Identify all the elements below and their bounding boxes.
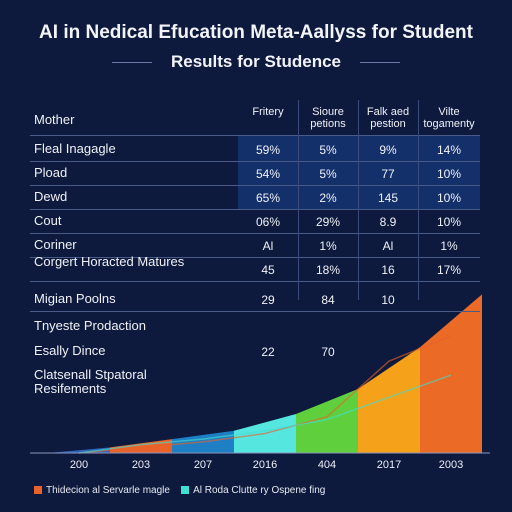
table-cell-5-3: 17% <box>436 263 462 277</box>
table-row-rule-4 <box>30 257 480 258</box>
table-cell-2-0: 65% <box>255 191 281 205</box>
table-cell-0-0: 59% <box>255 143 281 157</box>
table-row-label-1: Pload <box>34 165 68 180</box>
x-tick-label-1: 203 <box>132 459 150 471</box>
table-cell-4-1: 1% <box>319 239 337 253</box>
table-row-label-2: Dewd <box>34 189 68 204</box>
table-cell-1-0: 54% <box>255 167 281 181</box>
chart-series-line-0 <box>78 335 452 454</box>
table-row-rule-2 <box>30 209 480 210</box>
table-cell-4-0: Al <box>262 239 274 253</box>
x-tick-label-3: 2016 <box>253 459 277 471</box>
table-header-0: Mother <box>34 112 75 127</box>
x-tick-label-2: 207 <box>194 459 212 471</box>
chart-band-4 <box>296 388 358 453</box>
table-row-label-5: Corgert Horacted Matures <box>34 254 185 269</box>
table-header-1: Fritery <box>252 106 284 118</box>
legend-label-1: Al Roda Clutte ry Ospene fing <box>193 485 326 496</box>
table-row-rule-5 <box>30 281 480 282</box>
chart-legend: Thidecion al Servarle magle Al Roda Clut… <box>34 485 325 496</box>
table-row-label-4: Coriner <box>34 237 77 252</box>
table-row-label-3: Cout <box>34 213 62 228</box>
table-row-label-0: Fleal Inagagle <box>34 141 116 156</box>
table-cell-0-1: 5% <box>319 143 337 157</box>
table-highlight <box>238 135 480 209</box>
table-col-rule-1 <box>358 100 359 300</box>
table-cell-6-2: 10 <box>381 293 395 307</box>
table-cell-1-1: 5% <box>319 167 337 181</box>
table-row-label-8: Esally Dince <box>34 343 106 358</box>
table-cell-3-0: 06% <box>255 215 281 229</box>
table-cell-1-3: 10% <box>436 167 462 181</box>
legend-label-0: Thidecion al Servarle magle <box>46 485 170 496</box>
table-cell-5-0: 45 <box>261 263 275 277</box>
table-cell-3-1: 29% <box>315 215 341 229</box>
table-header-2: Sioure petions <box>310 106 346 130</box>
table-cell-6-1: 84 <box>321 293 335 307</box>
legend-swatch-0 <box>34 486 42 495</box>
table-cell-0-3: 14% <box>436 143 462 157</box>
table-row-rule-1 <box>30 185 480 186</box>
table-cell-8-0: 22 <box>261 345 275 359</box>
chart-band-5 <box>358 347 420 453</box>
table-row-label-9: Clatsenall Stpatoral Resifements <box>34 367 147 396</box>
x-tick-label-5: 2017 <box>377 459 401 471</box>
table-row-rule-0 <box>30 161 480 162</box>
chart-title-line1: AI in Nedical Efucation Meta-Aallyss for… <box>39 22 473 43</box>
table-col-rule-2 <box>418 100 419 300</box>
title-rule-right <box>360 62 400 63</box>
table-col-rule-0 <box>298 100 299 300</box>
table-cell-3-2: 8.9 <box>379 215 397 229</box>
table-cell-4-2: Al <box>382 239 394 253</box>
chart-title-line2: Results for Studence <box>170 52 342 71</box>
chart-series-line-1 <box>78 374 452 454</box>
table-row-rule-3 <box>30 233 480 234</box>
table-row-label-7: Tnyeste Prodaction <box>34 318 147 333</box>
table-cell-3-3: 10% <box>436 215 462 229</box>
x-tick-label-6: 2003 <box>439 459 463 471</box>
table-cell-8-1: 70 <box>321 345 335 359</box>
table-cell-4-3: 1% <box>440 239 458 253</box>
table-cell-0-2: 9% <box>379 143 397 157</box>
table-cell-5-2: 16 <box>381 263 395 277</box>
table-row-label-6: Migian Poolns <box>34 291 116 306</box>
table-cell-6-0: 29 <box>261 293 275 307</box>
table-cell-1-2: 77 <box>381 167 395 181</box>
x-tick-label-0: 200 <box>70 459 88 471</box>
title-rule-left <box>112 62 152 63</box>
table-cell-5-1: 18% <box>315 263 341 277</box>
table-cell-2-2: 145 <box>377 191 399 205</box>
chart-band-6 <box>420 294 482 453</box>
table-header-3: Falk aed pestion <box>366 106 410 130</box>
table-cell-2-3: 10% <box>436 191 462 205</box>
legend-swatch-1 <box>181 486 190 495</box>
table-header-rule <box>30 135 480 136</box>
table-row-rule-6 <box>30 311 480 312</box>
table-cell-2-1: 2% <box>319 191 337 205</box>
x-tick-label-4: 404 <box>318 459 336 471</box>
table-header-4: Vilte togamenty <box>423 106 475 130</box>
